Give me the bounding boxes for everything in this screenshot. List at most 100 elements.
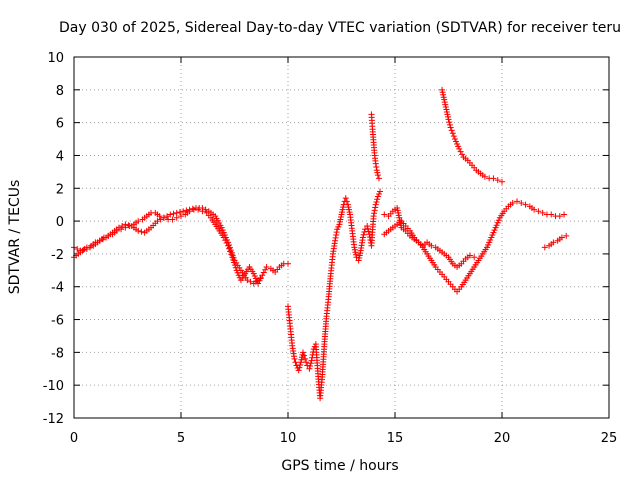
data-point xyxy=(119,223,126,230)
data-point xyxy=(373,198,380,205)
data-point xyxy=(360,231,367,238)
data-points xyxy=(71,86,570,402)
data-point xyxy=(361,229,368,236)
data-point xyxy=(362,226,369,233)
data-point xyxy=(447,124,454,131)
data-point xyxy=(260,269,267,276)
data-point xyxy=(494,177,501,184)
data-point xyxy=(563,232,570,239)
data-point xyxy=(308,357,315,364)
y-tick-label: -6 xyxy=(51,314,64,329)
data-point xyxy=(466,252,473,259)
data-point xyxy=(115,224,122,231)
data-point xyxy=(170,210,177,217)
data-point xyxy=(372,204,379,211)
data-point xyxy=(183,207,190,214)
data-point xyxy=(122,221,129,228)
x-tick-labels: 0 5 10 15 20 25 xyxy=(70,431,617,446)
x-tick-label: 5 xyxy=(177,431,185,446)
data-point xyxy=(353,254,360,261)
data-point xyxy=(99,236,106,243)
data-point xyxy=(169,216,176,223)
data-point xyxy=(374,196,381,203)
plot-frame xyxy=(73,56,610,419)
data-point xyxy=(365,228,372,235)
data-point xyxy=(456,145,463,152)
data-point xyxy=(332,237,339,244)
data-point xyxy=(445,116,452,123)
data-point xyxy=(522,201,529,208)
data-point xyxy=(558,234,565,241)
data-point xyxy=(135,227,142,234)
data-point xyxy=(156,213,163,220)
data-point xyxy=(164,213,171,220)
data-point xyxy=(230,254,237,261)
x-axis-label: GPS time / hours xyxy=(281,458,398,474)
x-tick-label: 10 xyxy=(280,431,297,446)
data-point xyxy=(259,272,266,279)
x-tick-label: 25 xyxy=(601,431,618,446)
data-point xyxy=(262,266,269,273)
data-point xyxy=(343,198,350,205)
data-point xyxy=(157,216,164,223)
data-point xyxy=(83,245,90,252)
data-point xyxy=(381,211,388,218)
data-point xyxy=(449,130,456,137)
y-tick-label: 4 xyxy=(56,149,64,164)
data-point xyxy=(225,239,232,246)
data-point xyxy=(513,198,520,205)
data-point xyxy=(225,242,232,249)
y-tick-label: 8 xyxy=(56,84,64,99)
data-point xyxy=(364,225,371,232)
data-point xyxy=(285,260,291,267)
data-point xyxy=(342,195,349,202)
data-point xyxy=(333,229,340,236)
grid-lines xyxy=(74,57,609,418)
data-point xyxy=(333,232,340,239)
y-tick-label: 10 xyxy=(47,51,64,66)
data-point xyxy=(459,151,466,158)
data-point xyxy=(80,246,87,253)
data-point xyxy=(257,275,264,282)
data-point xyxy=(448,127,455,134)
y-tick-label: -10 xyxy=(43,379,64,394)
data-point xyxy=(428,242,435,249)
y-tick-label: 0 xyxy=(56,215,64,230)
data-point xyxy=(292,359,299,366)
data-point xyxy=(229,252,236,259)
data-point xyxy=(247,278,254,285)
data-point xyxy=(138,228,145,235)
data-point xyxy=(377,188,384,195)
data-point xyxy=(548,211,555,218)
x-tick-label: 15 xyxy=(387,431,404,446)
data-point xyxy=(226,244,233,251)
data-point xyxy=(371,210,378,217)
data-point xyxy=(74,245,81,252)
data-point xyxy=(227,247,234,254)
data-point xyxy=(301,352,308,359)
data-point xyxy=(518,200,525,207)
data-point xyxy=(295,367,302,374)
data-point xyxy=(359,234,366,241)
y-tick-label: 2 xyxy=(56,182,64,197)
data-point xyxy=(125,222,132,229)
chart-title: Day 030 of 2025, Sidereal Day-to-day VTE… xyxy=(59,20,621,36)
data-point xyxy=(180,208,187,215)
data-point xyxy=(372,201,379,208)
data-point xyxy=(297,361,304,368)
y-tick-label: -8 xyxy=(51,346,64,361)
data-point xyxy=(306,365,313,372)
data-point xyxy=(490,175,497,182)
data-point xyxy=(364,223,371,230)
data-point xyxy=(509,200,516,207)
x-tick-label: 0 xyxy=(70,431,78,446)
y-tick-labels: -12 -10 -8 -6 -4 -2 0 2 4 6 8 10 xyxy=(43,51,64,427)
data-point xyxy=(446,119,453,126)
data-point xyxy=(189,205,196,212)
data-point xyxy=(366,231,373,238)
x-tick-label: 20 xyxy=(494,431,511,446)
data-point xyxy=(154,218,161,225)
data-point xyxy=(299,349,306,356)
data-point xyxy=(160,214,167,221)
